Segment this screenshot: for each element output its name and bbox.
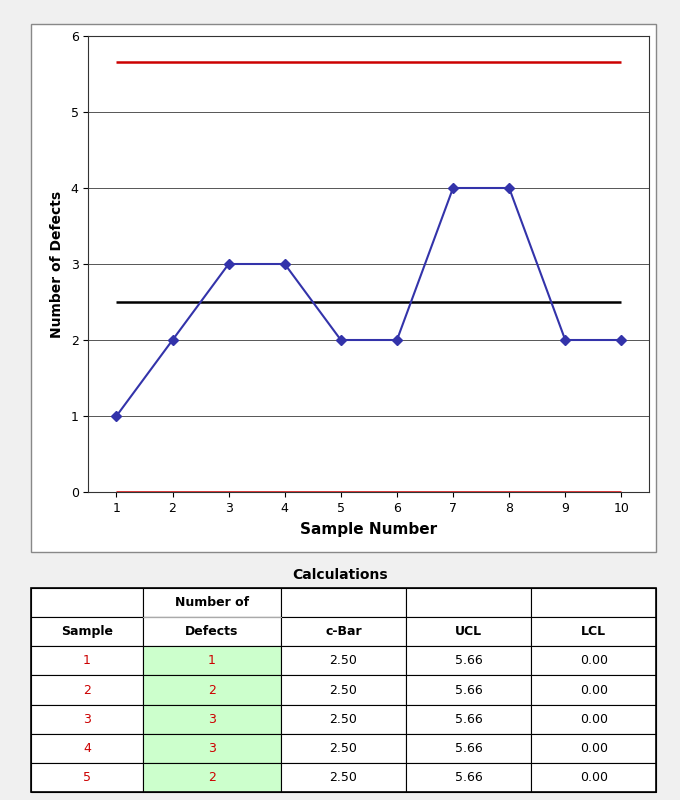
Text: Number of: Number of <box>175 596 249 609</box>
Bar <box>406 617 531 646</box>
Bar <box>281 617 406 646</box>
Text: Sample: Sample <box>61 626 113 638</box>
Bar <box>143 646 281 675</box>
Bar <box>406 734 531 763</box>
Text: 3: 3 <box>208 742 216 754</box>
Text: 1: 1 <box>208 654 216 667</box>
Bar <box>143 588 281 617</box>
Text: 2: 2 <box>208 683 216 697</box>
Text: 5.66: 5.66 <box>455 742 482 754</box>
Text: 5.66: 5.66 <box>455 683 482 697</box>
Text: 3: 3 <box>83 713 91 726</box>
Bar <box>31 734 143 763</box>
Text: 5.66: 5.66 <box>455 771 482 784</box>
Bar <box>406 705 531 734</box>
Bar <box>31 705 143 734</box>
Text: Defects: Defects <box>186 626 239 638</box>
Text: 2.50: 2.50 <box>330 683 357 697</box>
Text: 5.66: 5.66 <box>455 654 482 667</box>
Text: 5.66: 5.66 <box>455 713 482 726</box>
Text: Calculations: Calculations <box>292 568 388 582</box>
Text: 3: 3 <box>208 713 216 726</box>
Bar <box>281 646 406 675</box>
Bar <box>531 646 656 675</box>
Text: 0.00: 0.00 <box>579 654 608 667</box>
Bar <box>31 763 143 792</box>
Text: 2: 2 <box>208 771 216 784</box>
Text: 0.00: 0.00 <box>579 683 608 697</box>
Bar <box>531 734 656 763</box>
Bar <box>531 763 656 792</box>
Text: 2: 2 <box>83 683 91 697</box>
Text: 0.00: 0.00 <box>579 742 608 754</box>
Bar <box>281 588 406 617</box>
Bar <box>31 675 143 705</box>
Text: 5: 5 <box>83 771 91 784</box>
Bar <box>531 705 656 734</box>
Text: UCL: UCL <box>455 626 482 638</box>
Text: 0.00: 0.00 <box>579 771 608 784</box>
Bar <box>143 705 281 734</box>
Bar <box>143 617 281 646</box>
Bar <box>143 734 281 763</box>
Bar <box>31 646 143 675</box>
Bar <box>281 734 406 763</box>
Bar <box>406 763 531 792</box>
Bar <box>406 675 531 705</box>
Bar <box>143 763 281 792</box>
Bar <box>143 675 281 705</box>
Bar <box>281 705 406 734</box>
Bar <box>281 675 406 705</box>
Text: 2.50: 2.50 <box>330 654 357 667</box>
Bar <box>406 588 531 617</box>
Text: LCL: LCL <box>581 626 606 638</box>
Text: 2.50: 2.50 <box>330 771 357 784</box>
Text: 2.50: 2.50 <box>330 713 357 726</box>
Text: 2.50: 2.50 <box>330 742 357 754</box>
Bar <box>31 588 143 617</box>
Bar <box>531 588 656 617</box>
Text: c-Bar: c-Bar <box>325 626 362 638</box>
Bar <box>531 617 656 646</box>
Text: 4: 4 <box>83 742 91 754</box>
Bar <box>281 763 406 792</box>
Bar <box>531 675 656 705</box>
Text: 1: 1 <box>83 654 91 667</box>
Bar <box>406 646 531 675</box>
Text: 0.00: 0.00 <box>579 713 608 726</box>
X-axis label: Sample Number: Sample Number <box>301 522 437 537</box>
Y-axis label: Number of Defects: Number of Defects <box>50 190 64 338</box>
Bar <box>31 617 143 646</box>
